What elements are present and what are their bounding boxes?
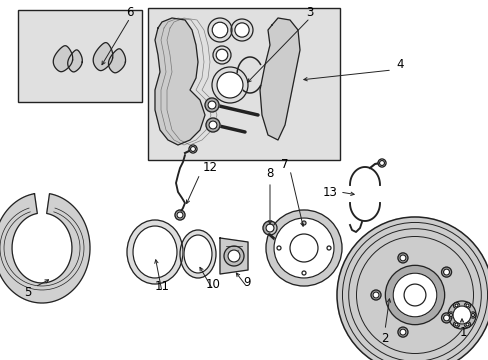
Circle shape: [372, 292, 378, 298]
Text: 10: 10: [205, 279, 220, 292]
Polygon shape: [220, 238, 247, 274]
Circle shape: [289, 234, 317, 262]
Circle shape: [465, 304, 468, 307]
Circle shape: [230, 19, 252, 41]
Bar: [148, 8, 339, 160]
Text: 5: 5: [24, 285, 32, 298]
Circle shape: [470, 314, 473, 316]
Text: 4: 4: [395, 58, 403, 72]
Text: 1: 1: [458, 325, 466, 338]
Circle shape: [224, 246, 244, 266]
Circle shape: [452, 321, 459, 328]
Circle shape: [205, 118, 220, 132]
Circle shape: [207, 18, 231, 42]
Circle shape: [175, 210, 184, 220]
Circle shape: [447, 301, 475, 329]
Circle shape: [397, 327, 407, 337]
Circle shape: [300, 220, 307, 226]
Text: 6: 6: [126, 5, 134, 18]
Circle shape: [464, 302, 469, 309]
Circle shape: [204, 98, 219, 112]
Circle shape: [469, 312, 475, 318]
Circle shape: [208, 121, 217, 129]
Circle shape: [443, 315, 448, 321]
Circle shape: [370, 290, 380, 300]
Circle shape: [302, 221, 305, 225]
Text: 8: 8: [266, 167, 273, 180]
Polygon shape: [155, 18, 204, 145]
Polygon shape: [260, 18, 299, 140]
Circle shape: [399, 329, 405, 335]
Circle shape: [273, 218, 333, 278]
Circle shape: [441, 267, 450, 277]
Polygon shape: [53, 46, 73, 72]
Circle shape: [326, 246, 330, 250]
Text: 7: 7: [281, 158, 288, 171]
Circle shape: [443, 269, 448, 275]
Polygon shape: [108, 49, 125, 73]
Circle shape: [300, 270, 307, 276]
Circle shape: [275, 244, 282, 252]
Text: 13: 13: [322, 186, 337, 199]
Circle shape: [464, 321, 469, 328]
Text: 11: 11: [154, 279, 169, 292]
Polygon shape: [67, 50, 82, 72]
Circle shape: [276, 246, 281, 250]
Text: 2: 2: [381, 332, 388, 345]
Circle shape: [325, 244, 332, 252]
Circle shape: [227, 250, 240, 262]
Circle shape: [336, 217, 488, 360]
Ellipse shape: [127, 220, 183, 284]
Circle shape: [447, 312, 453, 318]
Circle shape: [217, 72, 243, 98]
Circle shape: [265, 210, 341, 286]
Polygon shape: [0, 194, 90, 303]
Bar: [18, 10, 142, 102]
Circle shape: [234, 23, 249, 37]
Circle shape: [452, 306, 470, 324]
Circle shape: [448, 314, 451, 316]
Circle shape: [454, 323, 457, 326]
Circle shape: [189, 145, 197, 153]
Text: 3: 3: [305, 5, 313, 18]
Circle shape: [207, 101, 216, 109]
Circle shape: [399, 279, 430, 311]
Circle shape: [216, 49, 227, 61]
Circle shape: [465, 323, 468, 326]
Text: 12: 12: [202, 162, 217, 175]
Circle shape: [397, 253, 407, 263]
Circle shape: [403, 284, 425, 306]
Circle shape: [302, 271, 305, 275]
Circle shape: [385, 265, 444, 325]
Circle shape: [379, 161, 384, 166]
Circle shape: [392, 273, 436, 317]
Ellipse shape: [183, 235, 212, 273]
Circle shape: [212, 22, 227, 38]
Circle shape: [454, 304, 457, 307]
Ellipse shape: [133, 226, 177, 278]
Circle shape: [265, 224, 273, 232]
Circle shape: [190, 147, 195, 152]
Circle shape: [377, 159, 385, 167]
Circle shape: [284, 228, 324, 268]
Text: 9: 9: [243, 275, 250, 288]
Polygon shape: [93, 42, 113, 71]
Circle shape: [177, 212, 183, 218]
Circle shape: [263, 221, 276, 235]
Circle shape: [452, 302, 459, 309]
Circle shape: [441, 313, 450, 323]
Circle shape: [213, 46, 230, 64]
Ellipse shape: [180, 230, 216, 278]
Circle shape: [212, 67, 247, 103]
Circle shape: [399, 255, 405, 261]
